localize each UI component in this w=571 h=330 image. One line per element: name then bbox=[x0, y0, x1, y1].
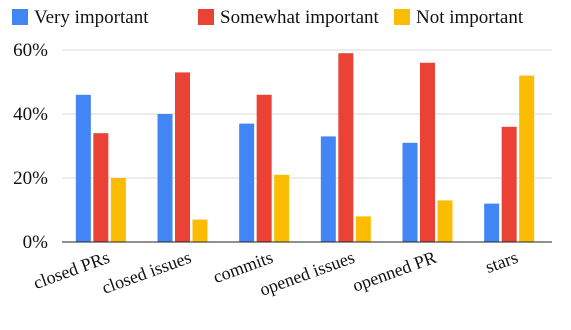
bar-closed-issues-somewhat-important bbox=[175, 72, 190, 243]
legend-label-very-important: Very important bbox=[34, 7, 149, 28]
y-tick-label-40: 40% bbox=[13, 104, 48, 125]
x-category-label-closed-prs: closed PRs bbox=[31, 247, 113, 293]
y-tick-label-0: 0% bbox=[23, 232, 49, 253]
y-tick-label-20: 20% bbox=[13, 168, 48, 189]
legend-label-somewhat-important: Somewhat important bbox=[220, 7, 380, 28]
bar-closed-prs-not-important bbox=[110, 178, 126, 242]
y-axis-tick-labels: 0% 20% 40% 60% bbox=[13, 40, 48, 253]
bar-closed-issues-not-important bbox=[192, 219, 208, 242]
bar-openned-pr-somewhat-important bbox=[420, 62, 435, 242]
x-category-label-openned-pr: openned PR bbox=[350, 247, 439, 296]
legend-swatch-somewhat-important bbox=[198, 9, 214, 25]
bar-stars-somewhat-important bbox=[501, 126, 517, 242]
y-tick-label-60: 60% bbox=[13, 40, 48, 61]
bar-stars-not-important bbox=[519, 75, 535, 242]
bar-closed-issues-very-important bbox=[157, 114, 173, 242]
chart-legend: Very important Somewhat important Not impo… bbox=[12, 7, 524, 28]
x-category-label-closed-issues: closed issues bbox=[99, 247, 194, 298]
bar-closed-prs-very-important bbox=[75, 94, 91, 242]
bar-commits-very-important bbox=[239, 123, 255, 242]
bar-opened-issues-somewhat-important bbox=[338, 53, 354, 243]
legend-label-not-important: Not important bbox=[416, 7, 524, 28]
bar-openned-pr-not-important bbox=[437, 200, 453, 242]
chart-bars bbox=[75, 53, 535, 243]
x-category-label-stars: stars bbox=[483, 247, 521, 277]
x-category-label-opened-issues: opened issues bbox=[257, 247, 357, 300]
bar-stars-very-important bbox=[484, 203, 500, 242]
bar-opened-issues-very-important bbox=[320, 136, 336, 242]
legend-swatch-not-important bbox=[394, 9, 410, 25]
chart-gridlines bbox=[62, 49, 552, 179]
bar-openned-pr-very-important bbox=[402, 142, 418, 242]
legend-swatch-very-important bbox=[12, 9, 28, 25]
bar-commits-somewhat-important bbox=[256, 94, 272, 242]
bar-closed-prs-somewhat-important bbox=[93, 133, 109, 242]
bar-commits-not-important bbox=[274, 174, 290, 242]
bar-opened-issues-not-important bbox=[355, 216, 371, 242]
